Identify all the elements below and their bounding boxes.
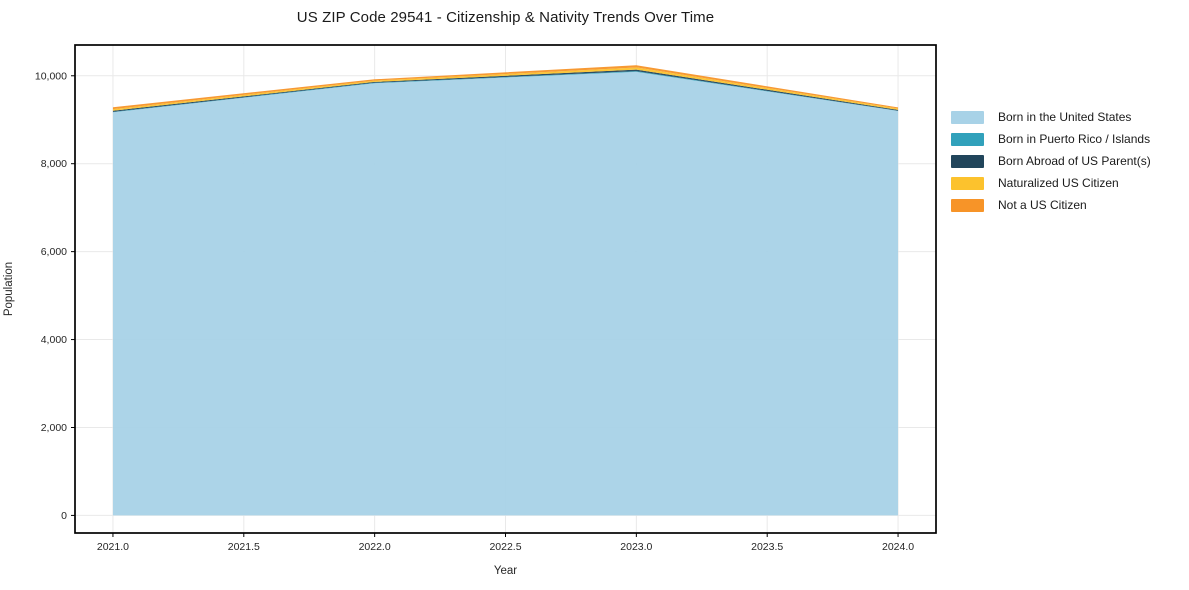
area-born-in-the-united-states xyxy=(112,71,899,516)
legend-item: Not a US Citizen xyxy=(951,194,1151,216)
x-tick-label: 2021.0 xyxy=(97,541,129,553)
x-tick-label: 2023.0 xyxy=(620,541,652,553)
chart-title: US ZIP Code 29541 - Citizenship & Nativi… xyxy=(296,9,715,26)
legend-item: Born in Puerto Rico / Islands xyxy=(951,128,1151,150)
legend-label: Born in Puerto Rico / Islands xyxy=(998,132,1151,146)
area-born-abroad-of-us-parent-s- xyxy=(112,69,899,112)
legend-label: Born in the United States xyxy=(998,110,1132,124)
area-not-a-us-citizen xyxy=(112,65,899,110)
legend-label: Not a US Citizen xyxy=(998,198,1087,212)
plot-frame xyxy=(74,44,937,534)
legend-item: Naturalized US Citizen xyxy=(951,172,1151,194)
legend-swatch-icon xyxy=(951,198,984,212)
y-tick-label: 10,000 xyxy=(35,70,67,82)
legend: Born in the United States Born in Puerto … xyxy=(951,106,1151,216)
y-tick-label: 4,000 xyxy=(41,334,67,346)
frame-rect xyxy=(74,44,937,534)
y-tick-label: 8,000 xyxy=(41,158,67,170)
legend-swatch-icon xyxy=(951,176,984,190)
legend-label: Born Abroad of US Parent(s) xyxy=(998,154,1151,168)
y-tick-label: 0 xyxy=(61,510,67,522)
area-naturalized-us-citizen xyxy=(112,67,899,111)
y-tick-label: 2,000 xyxy=(41,422,67,434)
area-series xyxy=(112,65,899,516)
legend-label: Naturalized US Citizen xyxy=(998,176,1119,190)
legend-item: Born Abroad of US Parent(s) xyxy=(951,150,1151,172)
legend-item: Born in the United States xyxy=(951,106,1151,128)
legend-swatch-icon xyxy=(951,132,984,146)
x-tick-label: 2023.5 xyxy=(751,541,783,553)
y-axis-label: Population xyxy=(3,261,15,317)
legend-swatch-icon xyxy=(951,154,984,168)
legend-swatch-icon xyxy=(951,110,984,124)
y-tick-label: 6,000 xyxy=(41,246,67,258)
area-born-in-puerto-rico-islands xyxy=(112,71,899,113)
axis-tick-labels: 0 2,000 4,000 6,000 8,000 10,000 2021.0 2021.5 2… xyxy=(35,70,914,553)
x-axis-label: Year xyxy=(493,565,518,577)
x-tick-label: 2022.5 xyxy=(489,541,521,553)
x-tick-label: 2024.0 xyxy=(882,541,914,553)
x-tick-label: 2021.5 xyxy=(228,541,260,553)
x-tick-label: 2022.0 xyxy=(359,541,391,553)
